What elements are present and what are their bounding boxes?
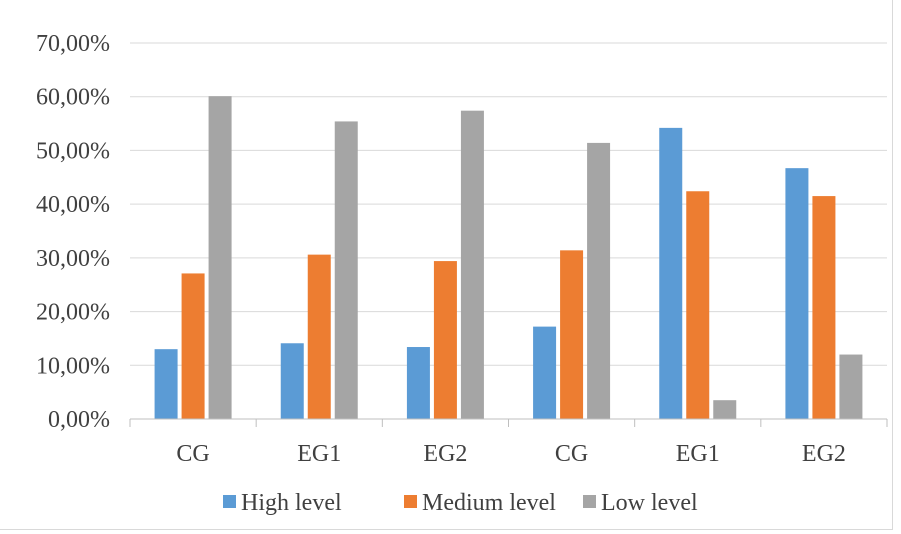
- x-axis: CG EG1 EG2 CG EG1 EG2: [129, 418, 888, 467]
- bar-high-level: [280, 343, 304, 419]
- y-tick-label: 30,00%: [36, 246, 110, 272]
- bar-high-level: [154, 349, 178, 419]
- bar-medium-level: [433, 261, 457, 419]
- bar-high-level: [533, 326, 557, 419]
- bar-low-level: [460, 110, 484, 420]
- bar-high-level: [406, 347, 430, 419]
- y-tick-label: 50,00%: [36, 138, 110, 164]
- bar-medium-level: [307, 254, 331, 419]
- bar-medium-level: [686, 191, 710, 419]
- bar-low-level: [334, 121, 358, 420]
- x-category-label: CG: [176, 441, 209, 467]
- x-category-label: CG: [555, 441, 588, 467]
- bar-medium-level: [812, 196, 836, 419]
- legend-label: Medium level: [422, 490, 556, 516]
- y-tick-label: 60,00%: [36, 85, 110, 111]
- y-tick-label: 70,00%: [36, 31, 110, 57]
- x-category-label: EG1: [297, 441, 341, 467]
- bar-high-level: [659, 127, 683, 420]
- bar-medium-level: [560, 250, 584, 419]
- bar-low-level: [713, 400, 737, 419]
- legend-swatch: [223, 495, 236, 508]
- bar-medium-level: [181, 273, 205, 419]
- bar-low-level: [208, 96, 232, 420]
- bar-low-level: [587, 142, 611, 419]
- y-tick-label: 0,00%: [48, 407, 110, 433]
- bars: [154, 96, 863, 420]
- x-category-label: EG2: [423, 441, 467, 467]
- x-category-label: EG1: [676, 441, 720, 467]
- y-tick-label: 20,00%: [36, 300, 110, 326]
- legend: High level Medium level Low level: [223, 490, 698, 516]
- legend-label: High level: [241, 490, 342, 516]
- legend-label: Low level: [601, 490, 698, 516]
- y-tick-label: 10,00%: [36, 353, 110, 379]
- y-tick-label: 40,00%: [36, 192, 110, 218]
- x-category-label: EG2: [802, 441, 846, 467]
- bar-low-level: [839, 354, 863, 419]
- y-axis-ticks: 0,00% 10,00% 20,00% 30,00% 40,00% 50,00% 60,00…: [36, 31, 110, 433]
- bar-high-level: [785, 168, 809, 419]
- gridlines: [130, 42, 887, 366]
- legend-swatch: [583, 495, 596, 508]
- legend-swatch: [404, 495, 417, 508]
